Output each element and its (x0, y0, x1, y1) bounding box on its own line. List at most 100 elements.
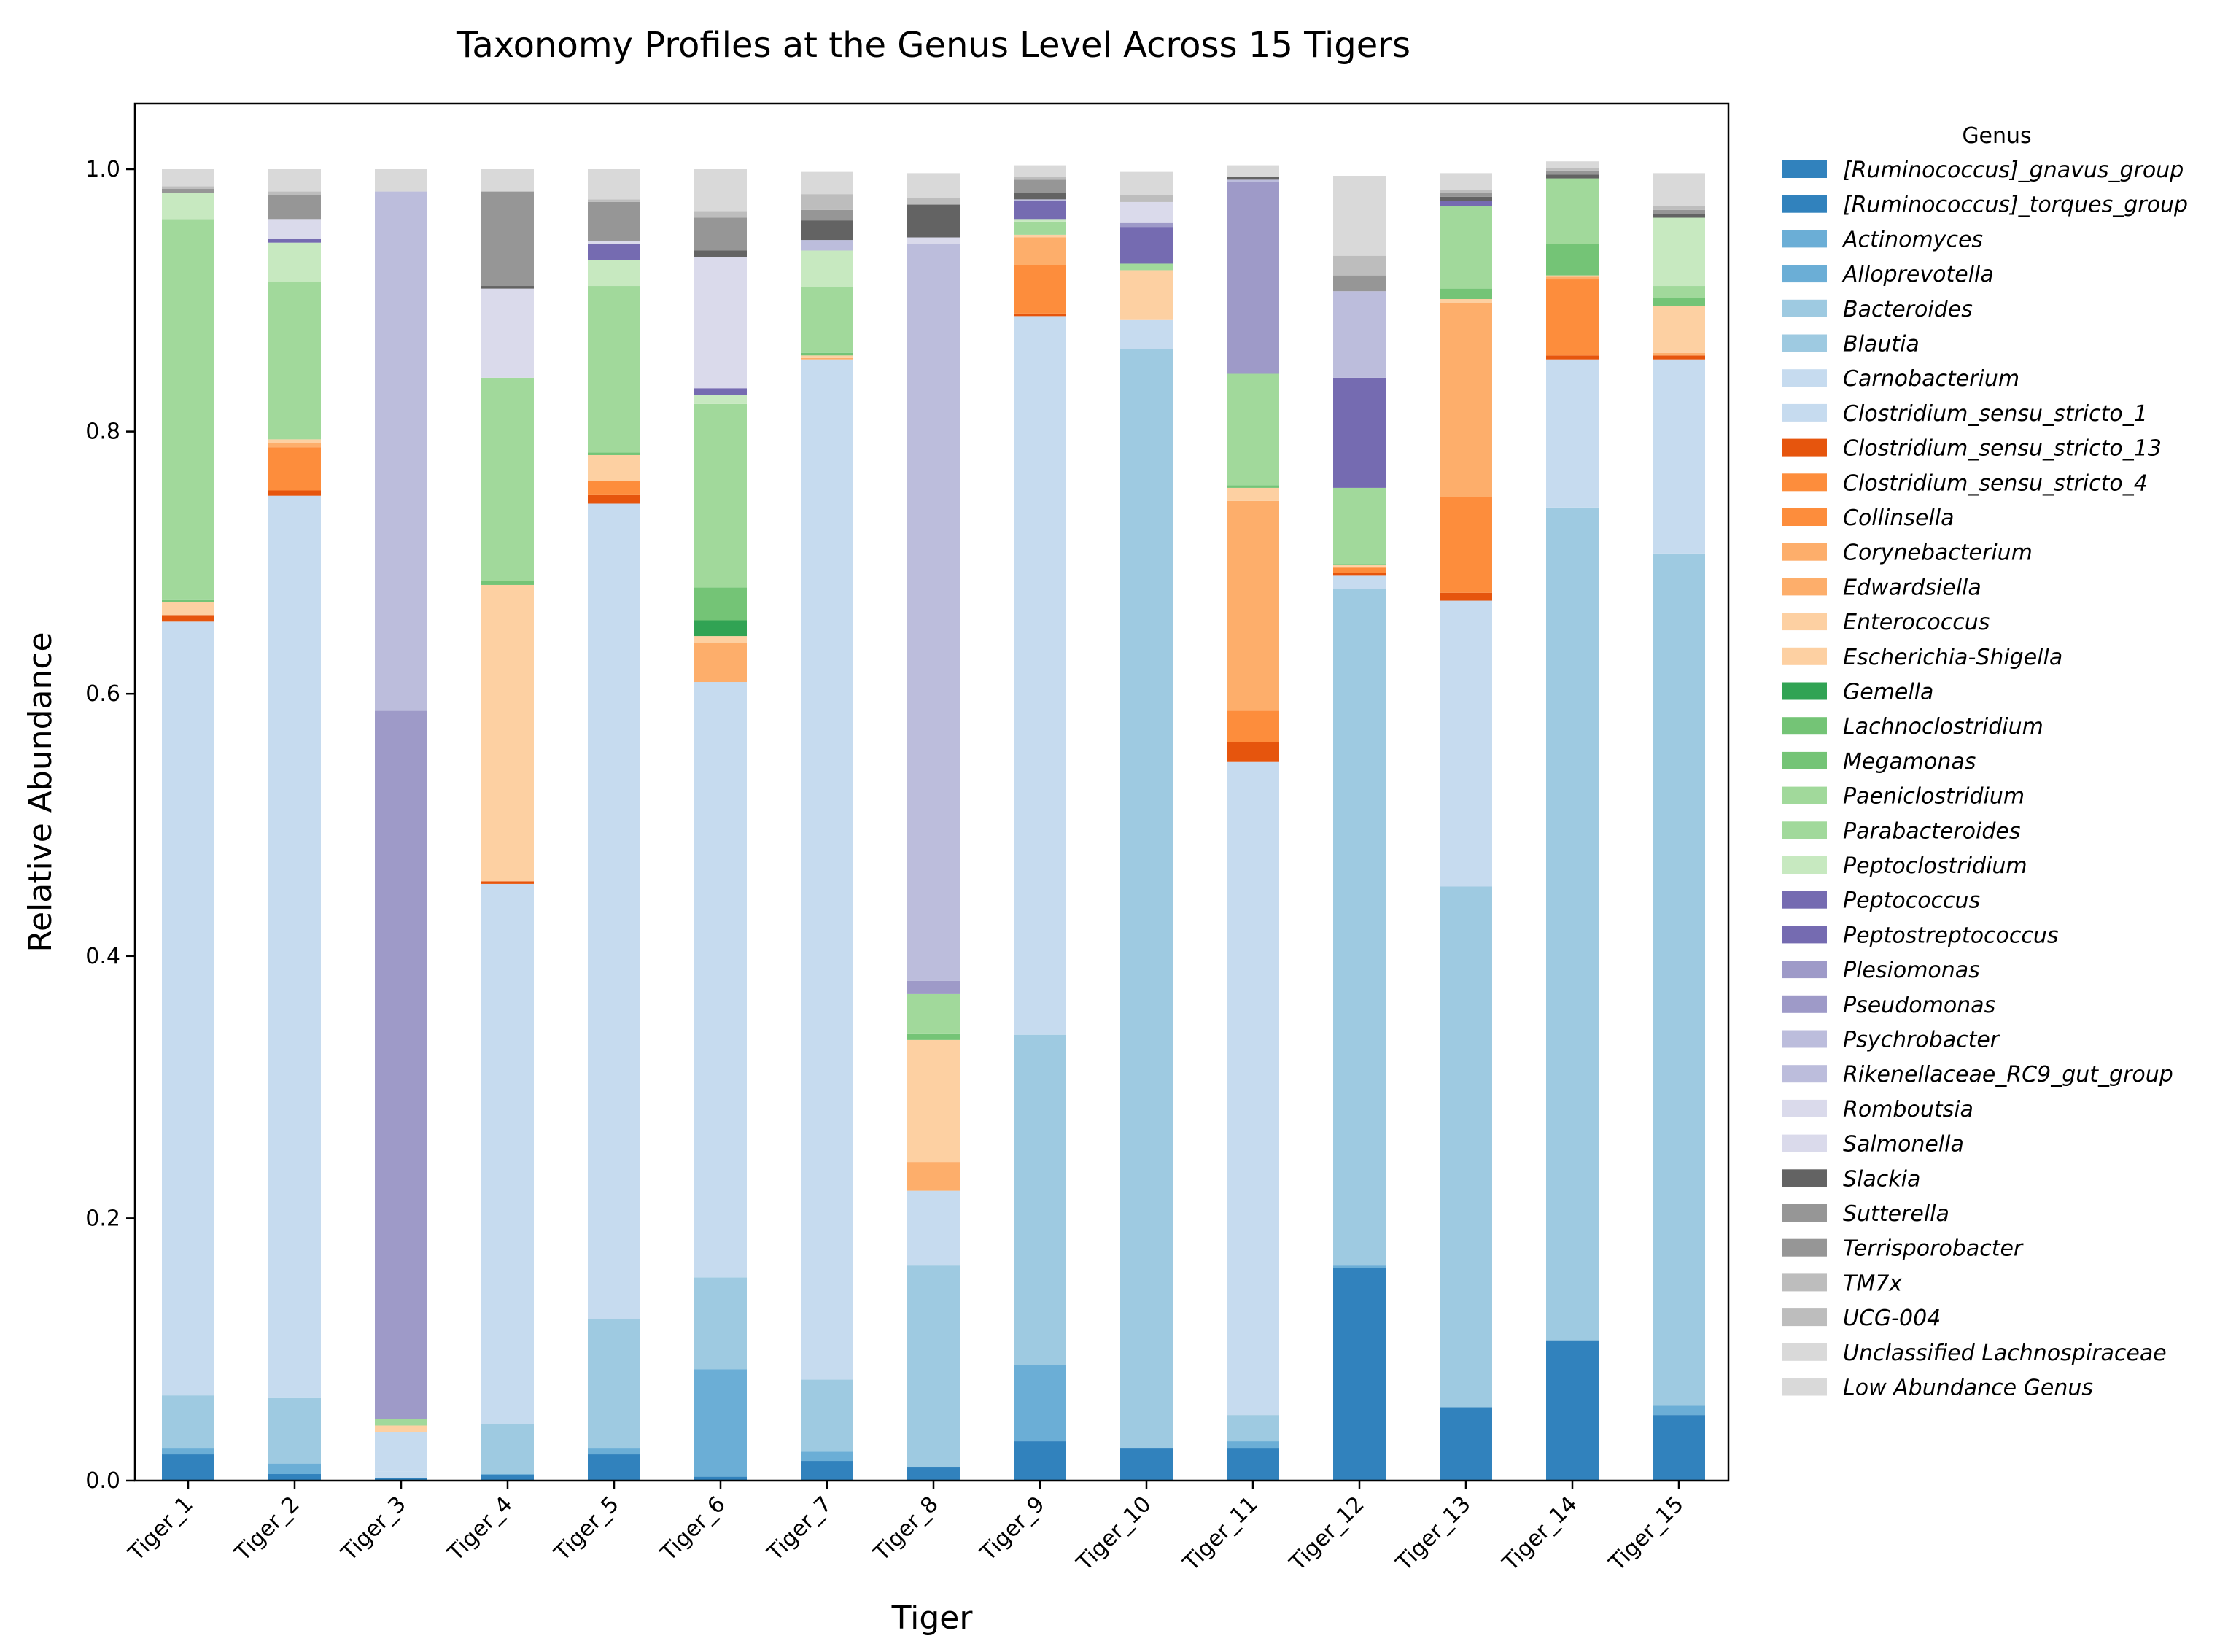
bar-segment-tiger-2-8 (268, 490, 321, 496)
bar-segment-tiger-7-4 (801, 1379, 853, 1452)
bar-segment-tiger-4-8 (481, 881, 534, 884)
bar-segment-tiger-5-17 (588, 452, 640, 455)
bar-segment-tiger-14-35 (1546, 161, 1599, 168)
legend-entry-label: Peptococcus (1843, 888, 1980, 914)
legend-entry-label: Enterococcus (1843, 610, 1990, 635)
legend-entry-label: Clostridium_sensu_stricto_13 (1843, 436, 2162, 462)
bar-segment-tiger-8-19 (907, 993, 960, 1034)
bar-segment-tiger-10-19 (1120, 263, 1173, 271)
x-tick-label: Tiger_1 (123, 1492, 198, 1567)
legend-entry-label: Peptostreptococcus (1843, 923, 2059, 948)
bar-segment-tiger-12-10 (1333, 567, 1386, 573)
bar-segment-tiger-3-6 (375, 1471, 427, 1478)
bar-segment-tiger-2-27 (268, 219, 321, 239)
bar-segment-tiger-1-31 (162, 188, 214, 193)
legend-swatch (1782, 1204, 1827, 1222)
bar-stack-tiger-15 (1653, 173, 1705, 1481)
bar-segment-tiger-11-2 (1227, 1441, 1279, 1449)
bar-segment-tiger-7-12 (801, 357, 853, 360)
bar-segment-tiger-9-22 (1014, 201, 1066, 220)
bar-segment-tiger-6-33 (694, 211, 747, 218)
bar-segment-tiger-3-23 (375, 710, 427, 1419)
bar-segment-tiger-3-19 (375, 1419, 427, 1426)
bar-segment-tiger-15-12 (1653, 352, 1705, 356)
legend-swatch (1782, 299, 1827, 317)
bar-segment-tiger-6-31 (694, 217, 747, 251)
bar-segment-tiger-1-17 (162, 599, 214, 602)
legend-swatch (1782, 751, 1827, 769)
legend-entry-label: Parabacteroides (1843, 818, 2021, 844)
bar-segment-tiger-2-10 (268, 447, 321, 491)
legend-entry-label: Lachnoclostridium (1843, 714, 2043, 740)
bar-segment-tiger-10-27 (1120, 201, 1173, 223)
bar-segment-tiger-5-27 (588, 241, 640, 244)
legend-swatch (1782, 195, 1827, 213)
bar-segment-tiger-3-7 (375, 1432, 427, 1472)
bar-segment-tiger-7-7 (801, 359, 853, 1380)
bar-segment-tiger-2-2 (268, 1463, 321, 1475)
y-tick-label: 0.4 (85, 944, 120, 969)
bar-segment-tiger-2-4 (268, 1397, 321, 1464)
bar-segment-tiger-7-29 (801, 220, 853, 241)
legend-entry-label: Rikenellaceae_RC9_gut_group (1843, 1062, 2173, 1087)
bar-segment-tiger-9-0 (1014, 1441, 1066, 1481)
bar-stack-tiger-6 (694, 169, 747, 1481)
bar-segment-tiger-6-15 (694, 620, 747, 637)
bar-segment-tiger-8-17 (907, 1033, 960, 1040)
bar-segment-tiger-12-25 (1333, 291, 1386, 378)
bar-segment-tiger-1-14 (162, 602, 214, 616)
bar-segment-tiger-15-17 (1653, 298, 1705, 306)
bar-segment-tiger-9-33 (1014, 177, 1066, 180)
legend-swatch (1782, 230, 1827, 248)
y-tick-label: 0.2 (85, 1206, 120, 1231)
bar-segment-tiger-10-33 (1120, 195, 1173, 202)
bar-segment-tiger-14-17 (1546, 244, 1599, 276)
bar-segment-tiger-15-7 (1653, 359, 1705, 554)
bar-segment-tiger-12-0 (1333, 1268, 1386, 1481)
legend-entry-label: Sutterella (1843, 1201, 1949, 1227)
x-tick-label: Tiger_13 (1391, 1492, 1475, 1576)
bar-segment-tiger-11-29 (1227, 177, 1279, 180)
bar-segment-tiger-15-14 (1653, 305, 1705, 353)
bar-segment-tiger-9-2 (1014, 1365, 1066, 1442)
y-tick-label: 0.8 (85, 419, 120, 445)
legend-entry-label: Clostridium_sensu_stricto_1 (1843, 401, 2148, 427)
bar-segment-tiger-7-17 (801, 352, 853, 356)
bar-segment-tiger-7-33 (801, 194, 853, 210)
legend-entry-label: Low Abundance Genus (1843, 1376, 2093, 1401)
bar-segment-tiger-9-12 (1014, 237, 1066, 265)
legend-swatch (1782, 369, 1827, 387)
x-tick-label: Tiger_15 (1604, 1492, 1688, 1576)
bar-segment-tiger-6-17 (694, 587, 747, 621)
legend-swatch (1782, 1065, 1827, 1083)
bar-stack-tiger-14 (1546, 161, 1599, 1481)
legend-entry-label: Blautia (1843, 332, 1920, 357)
bar-segment-tiger-15-29 (1653, 214, 1705, 218)
legend-swatch (1782, 160, 1827, 178)
bar-segment-tiger-1-35 (162, 169, 214, 187)
bar-segment-tiger-7-20 (801, 250, 853, 287)
bar-segment-tiger-15-19 (1653, 286, 1705, 298)
bar-segment-tiger-9-19 (1014, 221, 1066, 235)
bar-segment-tiger-12-22 (1333, 377, 1386, 488)
bar-segment-tiger-12-33 (1333, 255, 1386, 276)
legend-swatch (1782, 1099, 1827, 1117)
bar-stack-tiger-4 (481, 169, 534, 1481)
bar-segment-tiger-6-2 (694, 1369, 747, 1477)
bar-segment-tiger-4-17 (481, 581, 534, 585)
bar-segment-tiger-6-19 (694, 403, 747, 588)
x-tick-label: Tiger_6 (656, 1492, 731, 1567)
bar-segment-tiger-5-20 (588, 260, 640, 287)
bar-segment-tiger-11-17 (1227, 485, 1279, 488)
legend-entry-label: UCG-004 (1843, 1306, 1941, 1331)
bar-segment-tiger-9-35 (1014, 165, 1066, 177)
bar-segment-tiger-5-14 (588, 454, 640, 481)
legend-entry-label: Slackia (1843, 1166, 1920, 1192)
bar-segment-tiger-8-29 (907, 204, 960, 238)
legend-swatch (1782, 856, 1827, 874)
bar-segment-tiger-14-14 (1546, 275, 1599, 277)
legend-swatch (1782, 995, 1827, 1013)
bar-segment-tiger-14-31 (1546, 170, 1599, 175)
x-tick-label: Tiger_7 (762, 1492, 837, 1567)
bar-segment-tiger-13-31 (1440, 193, 1492, 197)
